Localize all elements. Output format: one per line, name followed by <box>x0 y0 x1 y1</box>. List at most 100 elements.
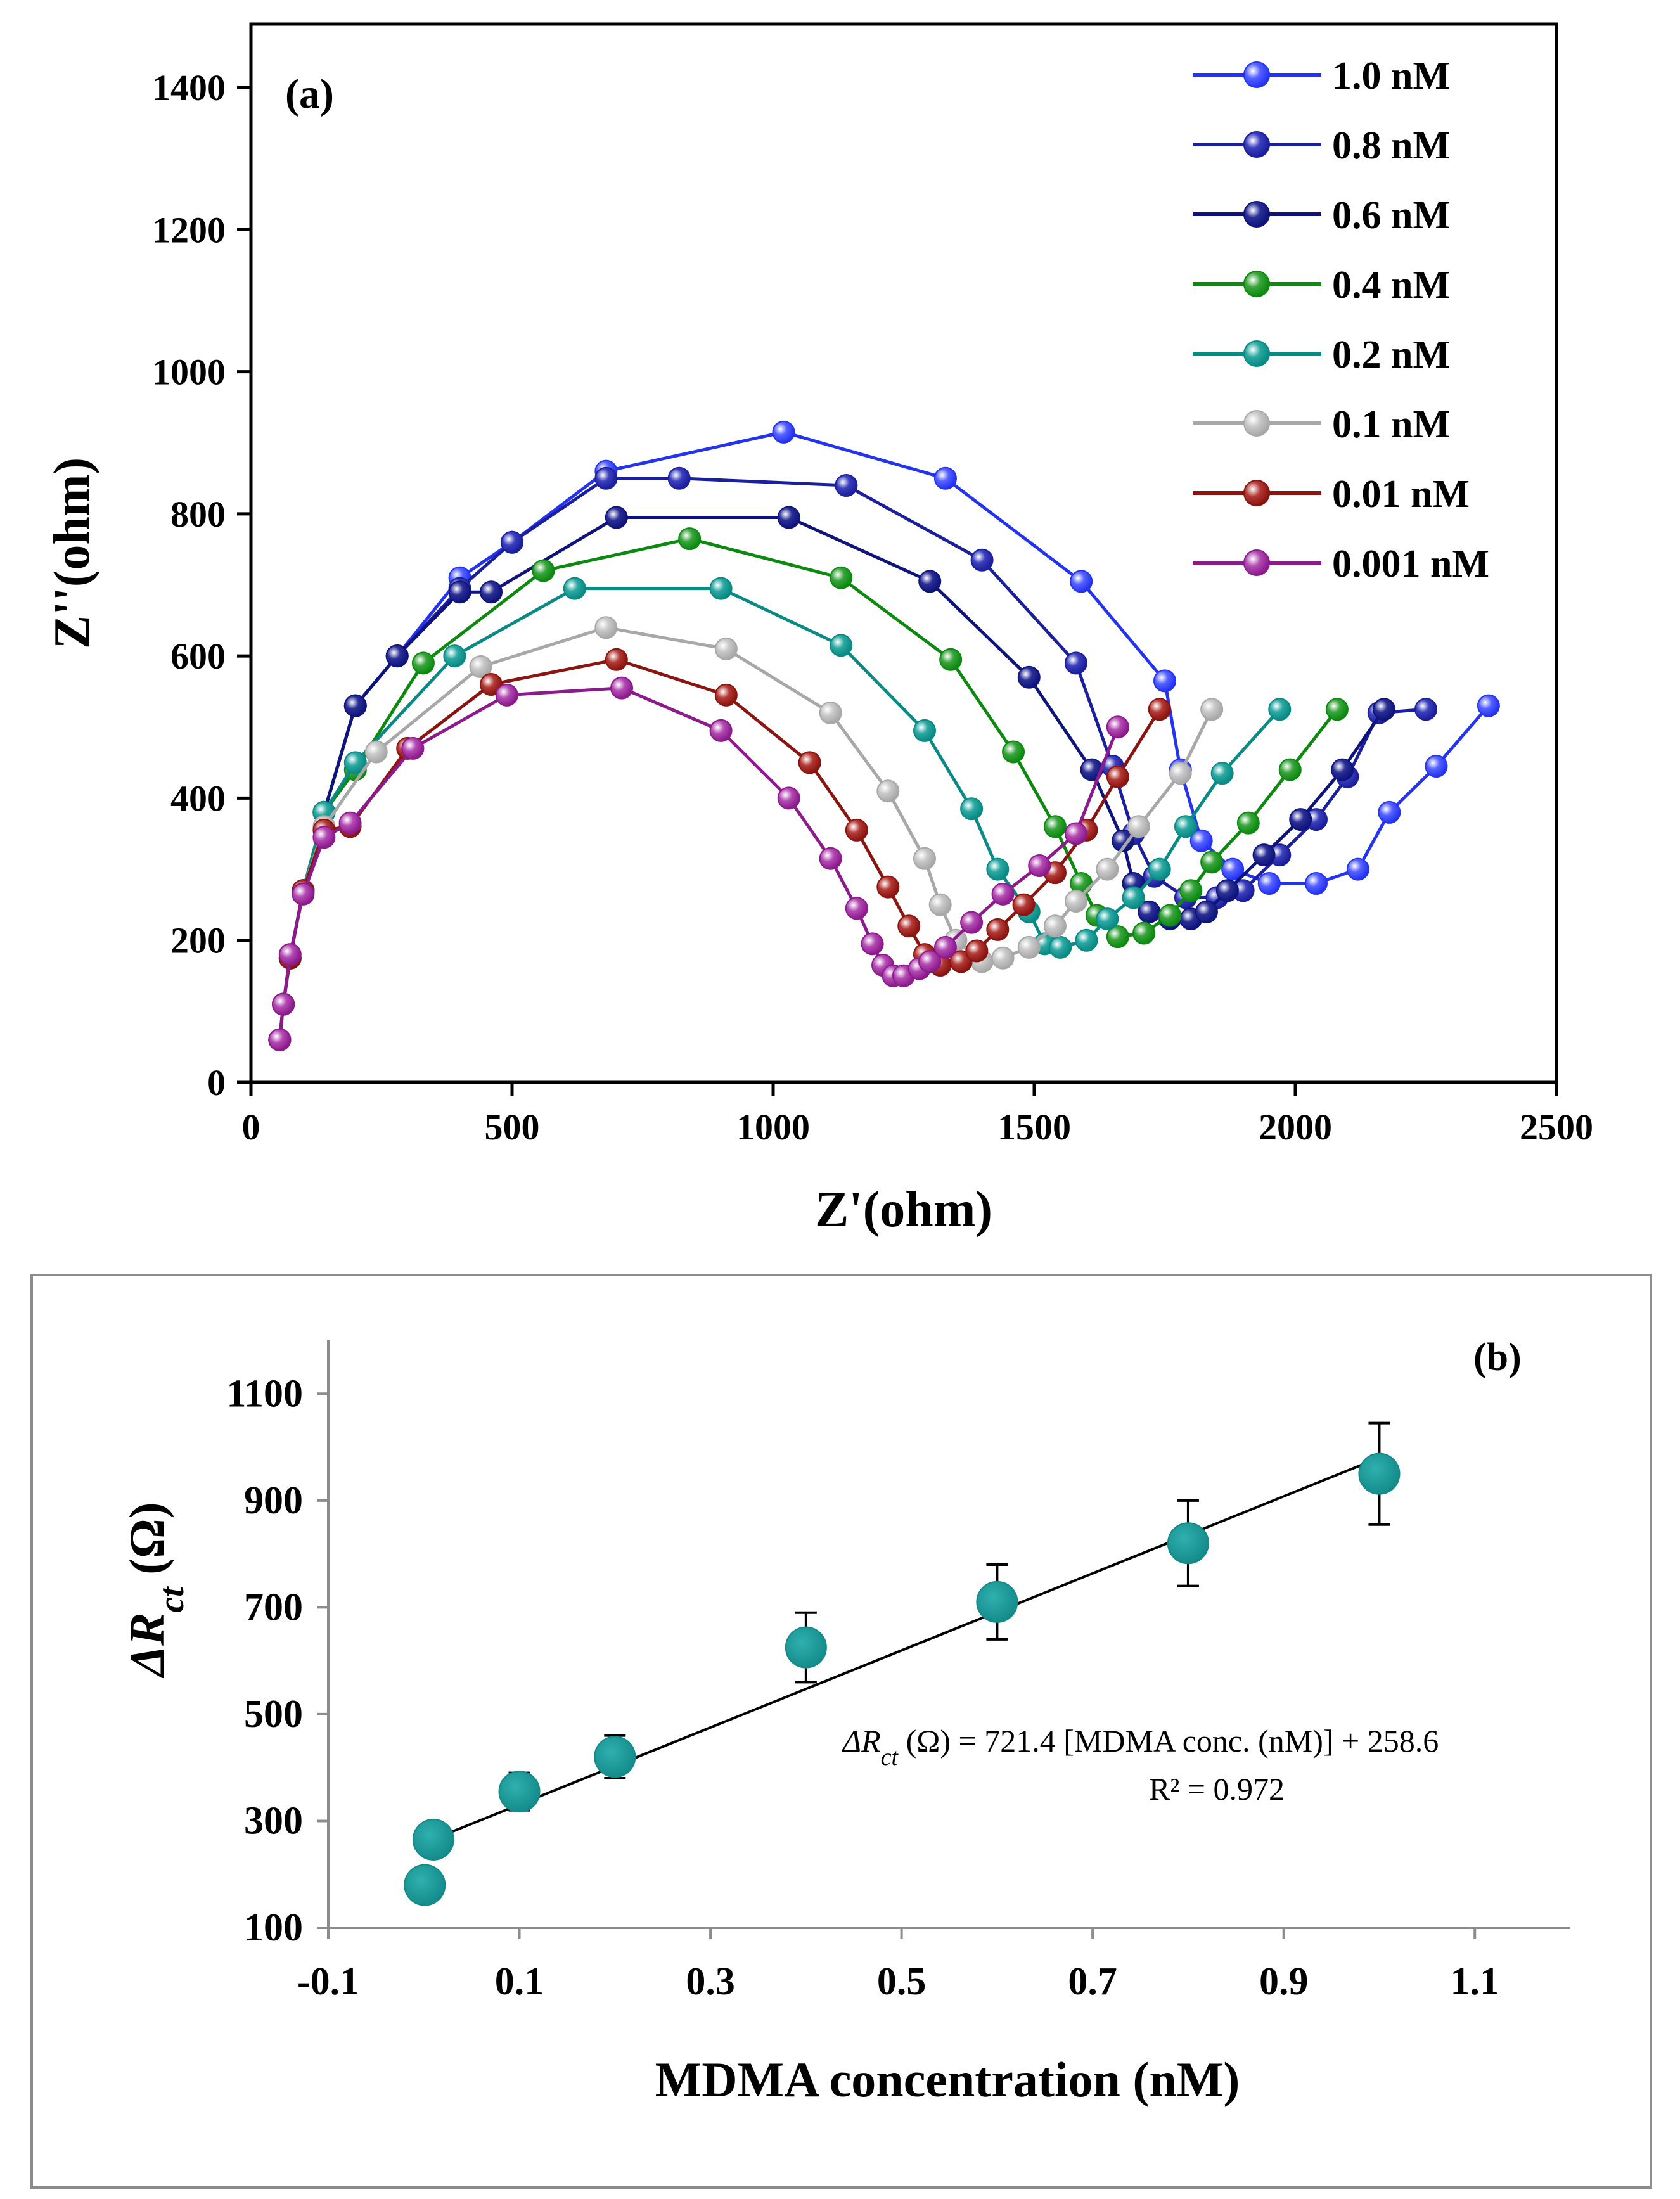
legend-item: 0.2 nM <box>1193 333 1450 376</box>
legend-marker <box>1243 131 1270 158</box>
data-point <box>1252 843 1276 867</box>
data-point <box>772 420 795 444</box>
data-point <box>448 580 471 604</box>
legend-marker <box>1243 410 1270 437</box>
data-point <box>272 992 295 1016</box>
data-point <box>777 786 800 810</box>
data-point <box>495 683 518 707</box>
data-point <box>1477 694 1500 717</box>
calibration-point <box>1358 1452 1401 1495</box>
data-point <box>876 779 900 803</box>
data-point <box>1106 925 1129 949</box>
data-point <box>819 847 842 870</box>
data-point <box>1346 857 1369 881</box>
y-title-delta-r: ΔR <box>119 1613 174 1679</box>
data-point <box>401 736 425 760</box>
data-point <box>1331 758 1354 781</box>
data-point <box>1064 890 1087 913</box>
data-point <box>343 751 367 774</box>
a-x-tick-label: 2500 <box>1520 1106 1593 1148</box>
calibration-point <box>594 1736 636 1778</box>
panel-b-x-axis-title: MDMA concentration (nM) <box>655 2052 1240 2107</box>
data-point <box>1189 829 1213 852</box>
legend-item: 1.0 nM <box>1193 54 1450 98</box>
data-point <box>1096 857 1119 881</box>
b-y-tick-label: 300 <box>244 1799 303 1842</box>
data-point <box>960 911 984 934</box>
data-point <box>1268 698 1292 721</box>
data-point <box>1112 829 1135 852</box>
a-y-tick-label: 1200 <box>152 209 226 250</box>
panel-b-outer-border <box>30 1274 1652 2189</box>
data-point <box>532 559 555 582</box>
legend-marker <box>1243 201 1270 228</box>
data-point <box>469 655 492 678</box>
data-point <box>861 932 884 956</box>
legend-label: 0.01 nM <box>1332 473 1470 516</box>
data-point <box>1017 665 1041 689</box>
data-point <box>970 548 994 572</box>
data-point <box>928 893 952 916</box>
equation-delta-r: ΔR <box>842 1723 881 1759</box>
panel-b-calibration: 100 300 500 700 900 1100 -0.1 0.1 0.3 0.5 0.7 0.9 1… <box>30 1274 1652 2189</box>
data-point <box>1236 811 1260 835</box>
data-point <box>594 466 618 490</box>
data-point <box>714 637 738 660</box>
b-y-tick-label: 900 <box>244 1479 303 1522</box>
data-point <box>1132 921 1156 945</box>
b-x-tick-label: 0.1 <box>495 1960 544 2003</box>
a-x-tick-label: 1000 <box>736 1106 810 1148</box>
data-point <box>1017 935 1041 959</box>
panel-b-r-squared: R² = 0.972 <box>1149 1771 1285 1807</box>
data-point <box>1122 886 1145 909</box>
panel-b-y-ticks: 100 300 500 700 900 1100 <box>226 1372 328 1949</box>
panel-b-equation: ΔRct (Ω) = 721.4 [MDMA conc. (nM)] + 258… <box>842 1723 1439 1771</box>
panel-a-label: (a) <box>285 71 334 117</box>
legend-label: 1.0 nM <box>1332 54 1450 98</box>
y-title-unit: (Ω) <box>119 1502 174 1587</box>
data-point <box>312 826 336 849</box>
data-point <box>1179 879 1203 902</box>
data-point <box>385 644 409 668</box>
b-y-tick-label: 1100 <box>226 1372 303 1415</box>
data-point <box>1425 754 1448 778</box>
legend-label: 0.8 nM <box>1332 124 1450 167</box>
data-point <box>501 530 523 554</box>
data-point <box>443 644 466 668</box>
data-point <box>913 719 936 742</box>
data-point <box>1195 900 1218 923</box>
calibration-point <box>404 1864 446 1906</box>
data-point <box>480 673 503 696</box>
data-point <box>1043 914 1067 938</box>
a-y-tick-label: 0 <box>207 1062 226 1103</box>
series-line <box>278 658 1161 1040</box>
data-point <box>991 946 1015 970</box>
a-y-tick-label: 800 <box>170 494 226 535</box>
calibration-point <box>785 1626 827 1669</box>
series-0p001-nM <box>268 676 1129 1051</box>
data-point <box>1153 669 1176 693</box>
data-point <box>1127 815 1150 838</box>
data-point <box>605 506 628 529</box>
data-point <box>1002 740 1025 764</box>
a-x-tick-label: 0 <box>242 1106 260 1148</box>
data-point <box>364 740 388 764</box>
legend-marker <box>1243 340 1270 367</box>
data-point <box>798 751 821 774</box>
data-point <box>897 914 921 938</box>
data-point <box>918 570 942 593</box>
data-point <box>777 506 800 529</box>
equation-rest: (Ω) = 721.4 [MDMA conc. (nM)] + 258.6 <box>898 1723 1439 1759</box>
data-point <box>819 701 842 724</box>
data-point <box>1148 857 1171 881</box>
a-x-tick-label: 500 <box>485 1106 540 1148</box>
panel-b-points <box>404 1452 1401 1906</box>
series-line <box>278 430 1490 1040</box>
data-point <box>933 935 957 959</box>
data-point <box>1378 800 1401 824</box>
data-point <box>913 847 936 870</box>
a-y-tick-label: 400 <box>170 778 226 819</box>
legend-item: 0.8 nM <box>1193 124 1450 167</box>
data-point <box>1215 879 1239 902</box>
a-y-tick-label: 200 <box>170 920 226 961</box>
